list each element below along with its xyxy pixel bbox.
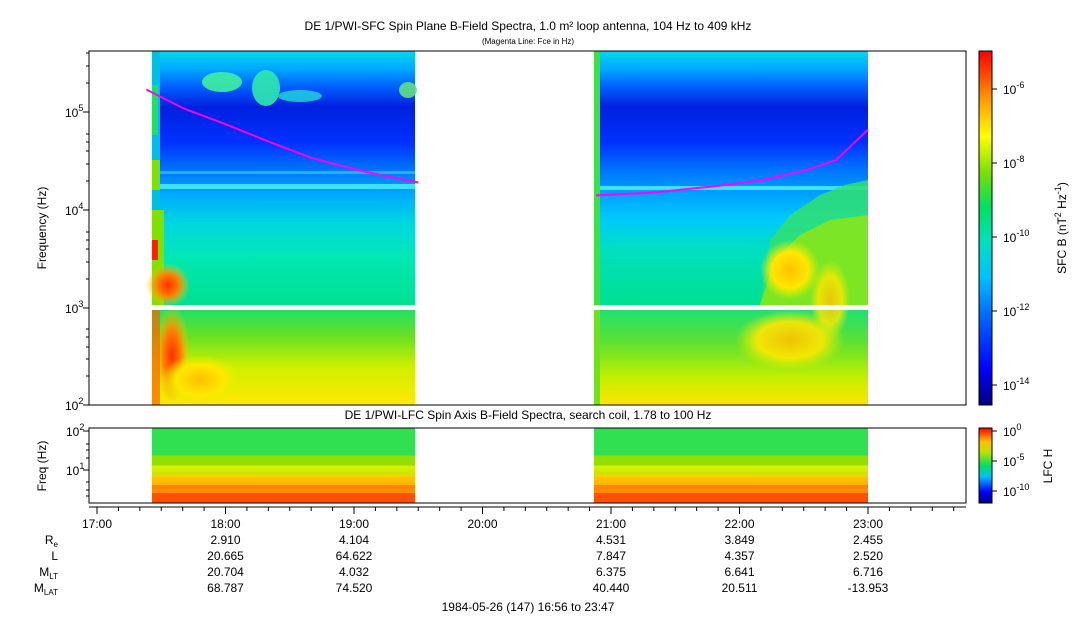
ephemeris-label: MLAT (34, 581, 58, 597)
lfc-interval-1 (152, 428, 415, 503)
ephemeris-value: 4.531 (596, 533, 626, 547)
time-tick-label: 18:00 (210, 517, 240, 531)
sfc-interval-1 (146, 51, 417, 405)
sfc-title: DE 1/PWI-SFC Spin Plane B-Field Spectra,… (305, 19, 752, 33)
time-tick-label: 21:00 (596, 517, 626, 531)
sfc-ytick-1e2: 102 (65, 396, 83, 413)
ephemeris-value: 4.357 (724, 549, 754, 563)
ephemeris-value: 6.641 (724, 565, 754, 579)
ephemeris-value: 2.910 (210, 533, 240, 547)
ephemeris-value: 4.032 (339, 565, 369, 579)
cbar-tick-3: 10-10 (1003, 228, 1029, 245)
fce-line-segment-2 (595, 128, 869, 197)
sfc-ytick-1e5: 105 (65, 103, 83, 120)
lfc-title: DE 1/PWI-LFC Spin Axis B-Field Spectra, … (345, 408, 712, 422)
lfc-cbar-tick-1: 100 (1003, 422, 1021, 439)
cbar-tick-4: 10-12 (1003, 302, 1029, 319)
lfc-cbar-tick-2: 10-5 (1003, 452, 1024, 469)
sfc-y-axis: 102 103 104 105 Frequency (Hz) (35, 52, 89, 413)
ephemeris-value: -13.953 (848, 581, 889, 595)
ephemeris-value: 20.704 (207, 565, 244, 579)
sfc-ytick-1e3: 103 (65, 299, 83, 316)
ephemeris-value: 2.455 (853, 533, 883, 547)
ephemeris-value: 20.665 (207, 549, 244, 563)
sfc-subtitle: (Magenta Line: Fce in Hz) (482, 37, 574, 46)
ephemeris-label: MLT (39, 565, 58, 581)
lfc-cbar-tick-3: 10-10 (1003, 482, 1029, 499)
time-tick-label: 20:00 (467, 517, 497, 531)
sfc-colorbar: 10-6 10-8 10-10 10-12 10-14 SFC B (nT2 H… (978, 50, 1069, 406)
time-range-footer: 1984-05-26 (147) 16:56 to 23:47 (442, 600, 615, 614)
ephemeris-value: 7.847 (596, 549, 626, 563)
ephemeris-value: 6.716 (853, 565, 883, 579)
sfc-panel (88, 50, 967, 406)
time-tick-label: 23:00 (853, 517, 883, 531)
sfc-interval-2 (594, 51, 868, 405)
ephemeris-value: 20.511 (722, 581, 758, 595)
sfc-ytick-1e4: 104 (65, 201, 83, 218)
ephemeris-value: 6.375 (596, 565, 626, 579)
lfc-ytick-1e1: 101 (66, 461, 84, 478)
ephemeris-value: 4.104 (339, 533, 369, 547)
ephemeris-label: Re (45, 533, 59, 549)
ephemeris-value: 3.849 (724, 533, 754, 547)
ephemeris-value: 40.440 (593, 581, 630, 595)
lfc-cbar-label: LFC H (1041, 449, 1055, 484)
ephemeris-value: 74.520 (336, 581, 373, 595)
ephemeris-value: 64.622 (336, 549, 373, 563)
time-tick-label: 22:00 (724, 517, 754, 531)
fce-line-segment-1 (145, 88, 419, 184)
lfc-ytick-1e2: 102 (66, 422, 84, 439)
time-tick-label: 19:00 (339, 517, 369, 531)
cbar-tick-2: 10-8 (1003, 154, 1024, 171)
lfc-ylabel: Freq (Hz) (35, 441, 49, 492)
cbar-label: SFC B (nT2 Hz-1) (1053, 182, 1069, 274)
cbar-tick-5: 10-14 (1003, 376, 1029, 393)
lfc-interval-2 (594, 428, 868, 503)
time-tick-label: 17:00 (82, 517, 112, 531)
cbar-tick-1: 10-6 (1003, 80, 1024, 97)
time-axis: 17:00 18:00 19:00 20:00 21:00 22:00 23:00 (82, 506, 966, 531)
sfc-frame (88, 50, 967, 406)
lfc-colorbar: 100 10-5 10-10 LFC H (978, 422, 1055, 504)
ephemeris-value: 2.520 (853, 549, 883, 563)
lfc-panel: 101 102 Freq (Hz) (35, 422, 967, 504)
ephemeris-value: 68.787 (207, 581, 244, 595)
sfc-ylabel: Frequency (Hz) (35, 187, 49, 270)
ephemeris-label: L (51, 549, 58, 563)
